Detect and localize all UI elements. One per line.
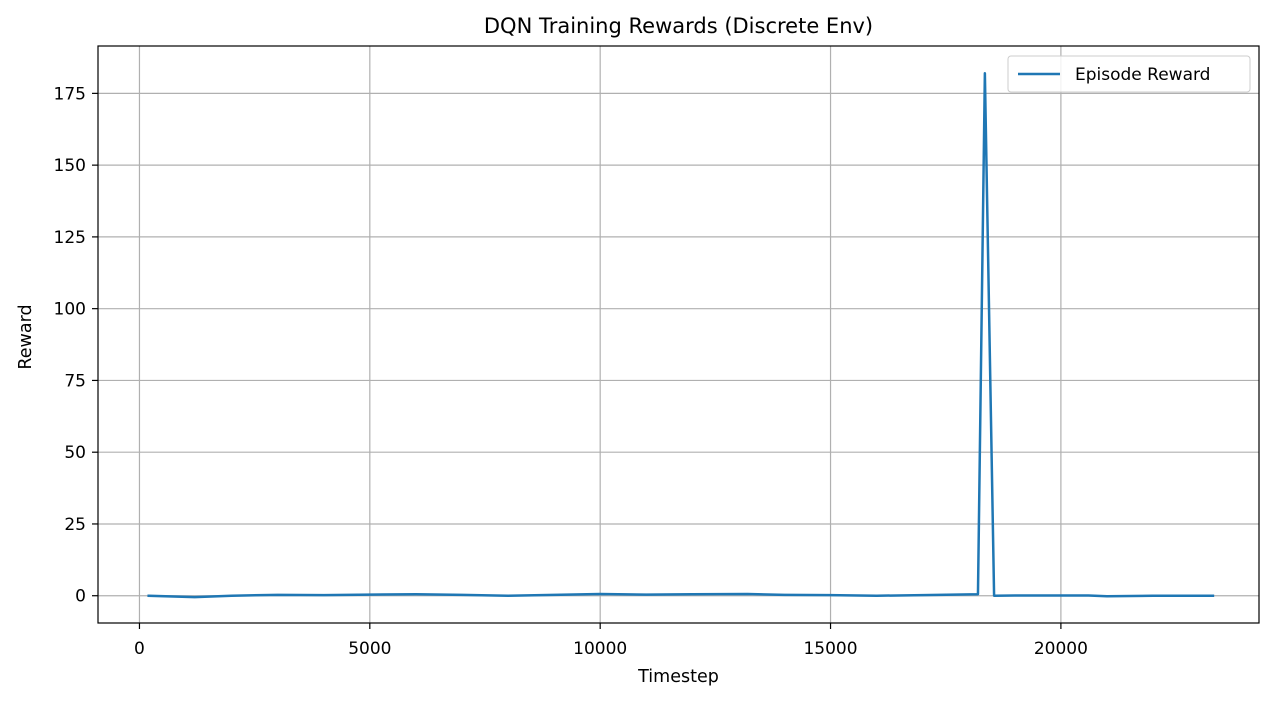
y-tick-label: 25 bbox=[64, 515, 86, 535]
y-tick-label: 150 bbox=[54, 156, 86, 176]
x-tick-label: 15000 bbox=[803, 639, 857, 659]
y-tick-label: 125 bbox=[54, 228, 86, 248]
x-tick-label: 20000 bbox=[1034, 639, 1088, 659]
series-lines bbox=[147, 72, 1215, 599]
x-axis-title: Timestep bbox=[637, 667, 719, 687]
x-tick-label: 5000 bbox=[348, 639, 391, 659]
x-tick-label: 0 bbox=[134, 639, 145, 659]
x-axis: 0 5000 10000 15000 20000 bbox=[134, 623, 1088, 659]
y-tick-label: 75 bbox=[64, 371, 86, 391]
legend-label: Episode Reward bbox=[1075, 65, 1210, 85]
y-tick-label: 175 bbox=[54, 84, 86, 104]
y-tick-label: 100 bbox=[54, 300, 86, 320]
y-tick-label: 50 bbox=[64, 443, 86, 463]
grid bbox=[98, 46, 1259, 623]
plot-area-frame bbox=[97, 45, 1260, 624]
y-axis-title: Reward bbox=[16, 304, 36, 369]
legend: Episode Reward bbox=[1007, 55, 1251, 93]
y-axis: 0 25 50 75 100 125 150 175 bbox=[54, 84, 98, 607]
series-line-episode-reward bbox=[147, 72, 1215, 599]
plot-area-background bbox=[98, 46, 1259, 623]
x-tick-label: 10000 bbox=[573, 639, 627, 659]
legend-box bbox=[1007, 55, 1251, 93]
y-tick-label: 0 bbox=[75, 587, 86, 607]
chart-title: DQN Training Rewards (Discrete Env) bbox=[484, 14, 873, 38]
